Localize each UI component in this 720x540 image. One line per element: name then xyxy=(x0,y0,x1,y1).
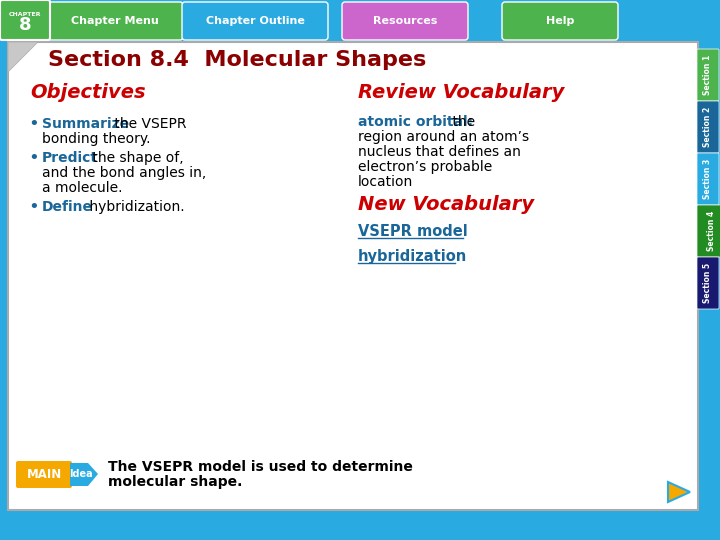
Text: Section 1: Section 1 xyxy=(703,55,713,95)
Text: Review Vocabulary: Review Vocabulary xyxy=(358,83,564,102)
Text: location: location xyxy=(358,175,413,189)
Text: •: • xyxy=(28,149,39,167)
Text: hybridization.: hybridization. xyxy=(85,200,184,214)
Text: electron’s probable: electron’s probable xyxy=(358,160,492,174)
Text: MAIN: MAIN xyxy=(27,468,62,481)
FancyBboxPatch shape xyxy=(697,257,719,309)
Text: CHAPTER: CHAPTER xyxy=(9,11,41,17)
Polygon shape xyxy=(70,463,98,486)
FancyBboxPatch shape xyxy=(697,205,720,257)
Text: and the bond angles in,: and the bond angles in, xyxy=(42,166,206,180)
FancyBboxPatch shape xyxy=(697,153,719,205)
Text: the shape of,: the shape of, xyxy=(88,151,184,165)
Text: Idea: Idea xyxy=(69,469,93,479)
FancyBboxPatch shape xyxy=(47,2,183,40)
Text: Section 8.4  Molecular Shapes: Section 8.4 Molecular Shapes xyxy=(48,50,426,70)
Text: Chapter Menu: Chapter Menu xyxy=(71,16,159,26)
Text: hybridization: hybridization xyxy=(358,249,467,265)
Text: 8: 8 xyxy=(19,16,31,34)
Text: Section 5: Section 5 xyxy=(703,263,713,303)
Text: bonding theory.: bonding theory. xyxy=(42,132,150,146)
Text: •: • xyxy=(28,198,39,216)
Text: Predict: Predict xyxy=(42,151,98,165)
Text: nucleus that defines an: nucleus that defines an xyxy=(358,145,521,159)
FancyBboxPatch shape xyxy=(502,2,618,40)
FancyBboxPatch shape xyxy=(697,49,719,101)
Text: VSEPR model: VSEPR model xyxy=(358,225,468,240)
Text: Resources: Resources xyxy=(373,16,437,26)
FancyBboxPatch shape xyxy=(0,0,50,40)
Polygon shape xyxy=(668,482,690,502)
Text: Section 2: Section 2 xyxy=(703,107,713,147)
Text: the VSEPR: the VSEPR xyxy=(110,117,186,131)
Text: Section 4: Section 4 xyxy=(706,211,716,251)
Polygon shape xyxy=(8,42,38,72)
FancyBboxPatch shape xyxy=(16,461,72,488)
Text: •: • xyxy=(28,115,39,133)
Text: Help: Help xyxy=(546,16,574,26)
Text: a molecule.: a molecule. xyxy=(42,181,122,195)
FancyBboxPatch shape xyxy=(182,2,328,40)
Text: molecular shape.: molecular shape. xyxy=(108,475,243,489)
Text: New Vocabulary: New Vocabulary xyxy=(358,195,534,214)
FancyBboxPatch shape xyxy=(8,42,698,510)
Text: Summarize: Summarize xyxy=(42,117,129,131)
Text: Section 3: Section 3 xyxy=(703,159,713,199)
FancyBboxPatch shape xyxy=(697,101,719,153)
FancyBboxPatch shape xyxy=(0,0,720,40)
Text: Define: Define xyxy=(42,200,93,214)
Text: Chapter Outline: Chapter Outline xyxy=(206,16,305,26)
Text: The VSEPR model is used to determine: The VSEPR model is used to determine xyxy=(108,460,413,474)
Text: atomic orbital:: atomic orbital: xyxy=(358,115,473,129)
Text: Objectives: Objectives xyxy=(30,83,145,102)
Text: region around an atom’s: region around an atom’s xyxy=(358,130,529,144)
Text: the: the xyxy=(448,115,475,129)
FancyBboxPatch shape xyxy=(342,2,468,40)
